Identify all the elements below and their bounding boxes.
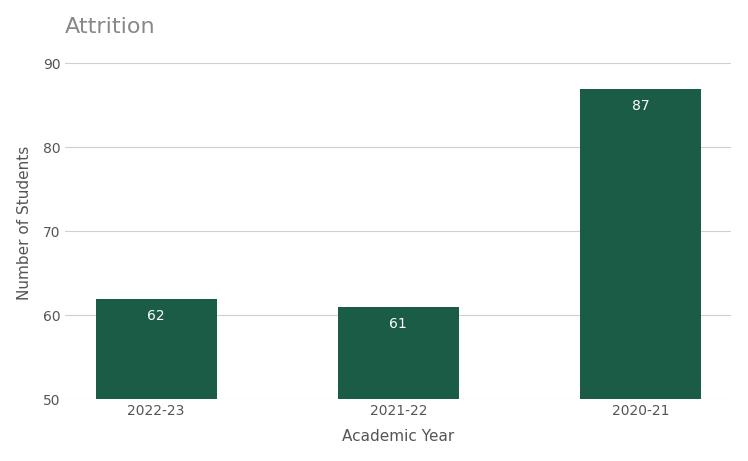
Text: 62: 62 — [147, 309, 165, 323]
Text: 87: 87 — [632, 99, 649, 112]
Bar — [580, 89, 701, 399]
Bar — [96, 299, 217, 399]
Bar — [338, 307, 459, 399]
Text: 61: 61 — [390, 317, 407, 331]
X-axis label: Academic Year: Academic Year — [342, 429, 455, 444]
Text: Attrition: Attrition — [65, 17, 156, 37]
Y-axis label: Number of Students: Number of Students — [16, 146, 31, 300]
